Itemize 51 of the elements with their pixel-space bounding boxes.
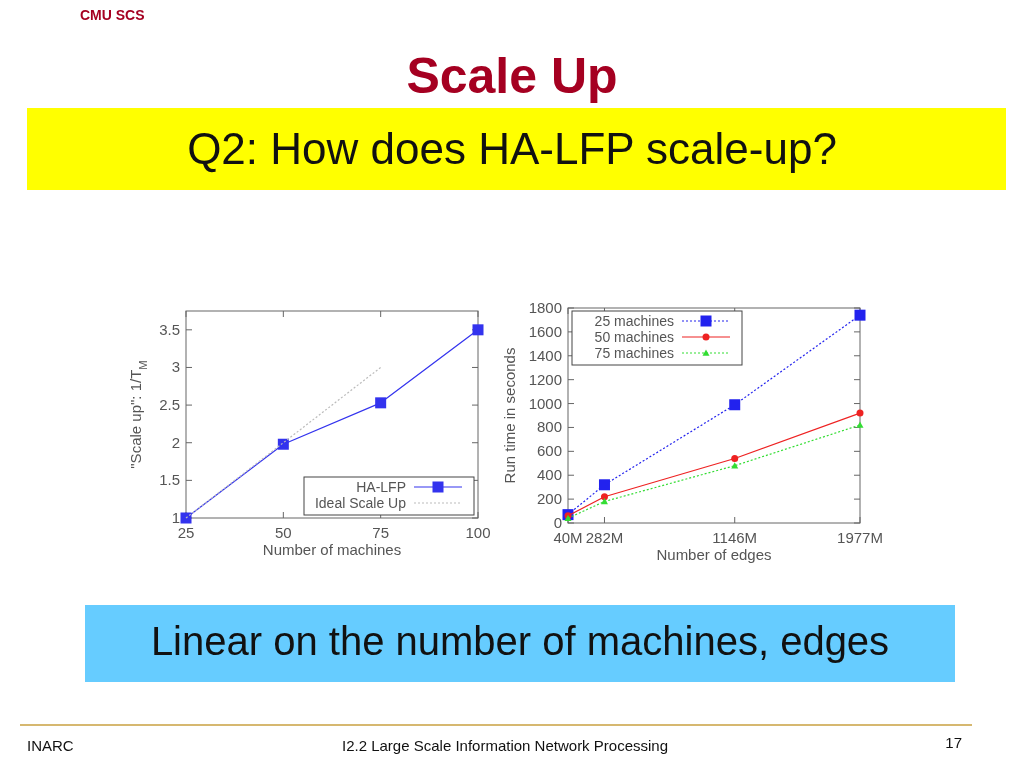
y-tick-label: 800	[536, 418, 562, 436]
legend-label: 50 machines	[594, 329, 674, 345]
x-tick-label: 1977M	[837, 529, 883, 546]
y-tick-label: 400	[536, 466, 562, 484]
chart-subtitle: Q2: How does HA-LFP scale-up?	[187, 124, 837, 173]
y-tick-label: 1200	[528, 370, 562, 388]
point	[472, 324, 484, 336]
point	[277, 438, 289, 450]
text: CMU SCS	[80, 7, 145, 23]
y-tick-label: 1	[171, 509, 180, 526]
y-tick-label: 200	[536, 490, 562, 508]
point	[180, 512, 192, 524]
x-tick-label: 25	[177, 524, 195, 541]
legend-label: Ideal Scale Up	[314, 495, 407, 511]
x-tick-label: 282M	[585, 529, 624, 546]
y-tick-label: 600	[536, 442, 562, 460]
text: Linear on the number of machines, edges	[150, 619, 890, 663]
x-tick-label: 1146M	[712, 529, 758, 546]
point	[729, 399, 741, 411]
y-tick-label: 1000	[528, 394, 562, 412]
y-tick-label: 1800	[528, 299, 562, 316]
text: 17	[945, 734, 962, 751]
x-tick-label: 50	[274, 524, 292, 541]
point	[598, 479, 610, 491]
y-tick-label: 1.5	[159, 471, 180, 489]
point	[856, 421, 864, 428]
y-tick-label: 3	[171, 358, 180, 376]
legend-label: HA-LFP	[356, 479, 406, 495]
y-axis-title: Run time in seconds	[501, 347, 518, 484]
y-tick-label: 0	[553, 514, 562, 531]
legend-label: 75 machines	[594, 345, 674, 361]
y-tick-label: 1400	[528, 346, 562, 364]
point	[856, 409, 864, 417]
x-tick-label: 100	[465, 524, 491, 541]
y-tick-label: 2.5	[159, 396, 180, 414]
y-tick-label: 2	[171, 433, 180, 451]
x-axis-title: Number of machines	[262, 541, 402, 558]
text: I2.2 Large Scale Information Network Processing	[342, 737, 668, 754]
point	[854, 309, 866, 321]
x-axis-title: Number of edges	[656, 546, 772, 563]
x-tick-label: 75	[372, 524, 390, 541]
chart-title: Scale Up	[406, 48, 618, 104]
y-tick-label: 1600	[528, 322, 562, 340]
y-tick-label: 3.5	[159, 320, 180, 338]
point	[375, 397, 387, 409]
x-tick-label: 40M	[553, 529, 583, 546]
point	[600, 493, 608, 501]
point	[600, 498, 608, 505]
point	[731, 455, 739, 462]
text: INARC	[27, 737, 74, 754]
legend-label: 25 machines	[594, 313, 674, 329]
